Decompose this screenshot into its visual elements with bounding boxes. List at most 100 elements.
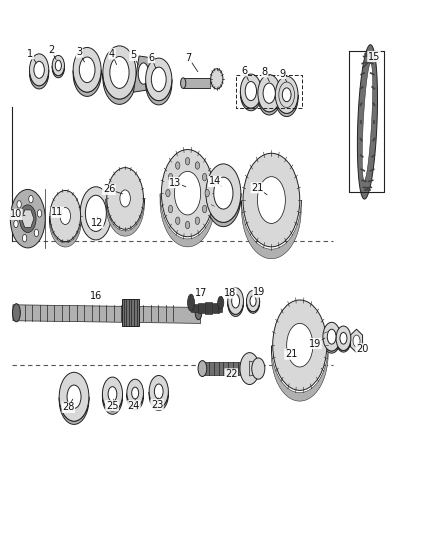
Polygon shape bbox=[146, 79, 172, 105]
Polygon shape bbox=[242, 200, 301, 259]
Polygon shape bbox=[272, 345, 328, 401]
Polygon shape bbox=[350, 329, 363, 353]
Text: 26: 26 bbox=[103, 184, 115, 195]
Ellipse shape bbox=[80, 187, 112, 240]
Polygon shape bbox=[250, 361, 258, 376]
Text: 4: 4 bbox=[109, 49, 115, 59]
Ellipse shape bbox=[149, 375, 168, 407]
Ellipse shape bbox=[166, 189, 170, 197]
Text: 20: 20 bbox=[356, 344, 368, 354]
Ellipse shape bbox=[14, 220, 18, 228]
Ellipse shape bbox=[185, 158, 190, 165]
Polygon shape bbox=[160, 193, 215, 247]
Ellipse shape bbox=[138, 63, 149, 84]
Ellipse shape bbox=[252, 358, 265, 379]
Polygon shape bbox=[149, 391, 168, 410]
Text: 7: 7 bbox=[185, 53, 191, 62]
Ellipse shape bbox=[180, 78, 186, 88]
Text: 11: 11 bbox=[51, 207, 64, 217]
Text: 1: 1 bbox=[27, 49, 33, 59]
Text: 19: 19 bbox=[253, 287, 265, 297]
Ellipse shape bbox=[276, 76, 298, 114]
Text: 6: 6 bbox=[241, 66, 247, 76]
Text: 10: 10 bbox=[10, 209, 22, 220]
Text: 24: 24 bbox=[127, 401, 140, 411]
Ellipse shape bbox=[132, 387, 139, 399]
Polygon shape bbox=[205, 302, 212, 314]
Text: 21: 21 bbox=[285, 349, 297, 359]
Ellipse shape bbox=[195, 217, 200, 224]
Ellipse shape bbox=[108, 386, 117, 401]
Text: 19: 19 bbox=[309, 338, 321, 349]
Ellipse shape bbox=[79, 57, 95, 83]
Ellipse shape bbox=[245, 82, 257, 101]
Ellipse shape bbox=[353, 335, 360, 347]
Ellipse shape bbox=[22, 235, 27, 242]
Ellipse shape bbox=[154, 384, 163, 399]
Ellipse shape bbox=[120, 190, 131, 207]
Text: 25: 25 bbox=[106, 401, 118, 411]
Ellipse shape bbox=[37, 209, 42, 217]
Ellipse shape bbox=[340, 333, 347, 344]
Polygon shape bbox=[202, 362, 250, 375]
Ellipse shape bbox=[127, 379, 144, 407]
Text: 2: 2 bbox=[48, 45, 54, 55]
Ellipse shape bbox=[287, 324, 313, 367]
Text: 21: 21 bbox=[251, 183, 264, 193]
Polygon shape bbox=[218, 304, 223, 312]
Text: 12: 12 bbox=[91, 218, 103, 228]
Polygon shape bbox=[212, 303, 219, 313]
Text: 5: 5 bbox=[130, 51, 136, 60]
Ellipse shape bbox=[151, 67, 166, 92]
Ellipse shape bbox=[19, 205, 36, 232]
Polygon shape bbox=[276, 95, 298, 117]
Ellipse shape bbox=[327, 329, 336, 344]
Polygon shape bbox=[134, 56, 154, 92]
Polygon shape bbox=[228, 301, 244, 317]
Ellipse shape bbox=[232, 294, 240, 308]
Polygon shape bbox=[247, 301, 260, 313]
Ellipse shape bbox=[52, 55, 64, 76]
Ellipse shape bbox=[195, 162, 200, 169]
Polygon shape bbox=[102, 394, 123, 414]
Polygon shape bbox=[336, 338, 351, 352]
Ellipse shape bbox=[243, 154, 300, 247]
Polygon shape bbox=[73, 70, 101, 96]
Polygon shape bbox=[49, 216, 81, 247]
Ellipse shape bbox=[187, 294, 194, 311]
Ellipse shape bbox=[176, 162, 180, 169]
Ellipse shape bbox=[85, 195, 106, 231]
Text: 17: 17 bbox=[194, 288, 207, 298]
Ellipse shape bbox=[59, 372, 89, 421]
Text: 23: 23 bbox=[151, 400, 163, 410]
Ellipse shape bbox=[283, 88, 291, 102]
Polygon shape bbox=[198, 303, 205, 313]
Text: 3: 3 bbox=[76, 47, 82, 57]
Ellipse shape bbox=[146, 58, 172, 101]
Ellipse shape bbox=[67, 385, 81, 408]
Ellipse shape bbox=[17, 200, 21, 208]
Ellipse shape bbox=[247, 290, 260, 312]
Polygon shape bbox=[357, 45, 378, 199]
Polygon shape bbox=[323, 337, 340, 353]
Polygon shape bbox=[52, 66, 64, 78]
Text: 6: 6 bbox=[148, 53, 154, 62]
Text: 16: 16 bbox=[90, 290, 102, 301]
Ellipse shape bbox=[211, 69, 223, 89]
Ellipse shape bbox=[34, 229, 39, 237]
Ellipse shape bbox=[202, 205, 207, 213]
Text: 13: 13 bbox=[169, 177, 181, 188]
Polygon shape bbox=[183, 78, 210, 88]
Text: 15: 15 bbox=[368, 52, 380, 61]
Ellipse shape bbox=[29, 196, 33, 203]
Ellipse shape bbox=[107, 167, 144, 229]
Polygon shape bbox=[103, 72, 136, 104]
Polygon shape bbox=[13, 305, 201, 324]
Polygon shape bbox=[106, 198, 145, 236]
Ellipse shape bbox=[240, 353, 259, 384]
Polygon shape bbox=[127, 393, 144, 410]
Ellipse shape bbox=[29, 54, 49, 86]
Ellipse shape bbox=[228, 288, 244, 314]
Ellipse shape bbox=[258, 176, 286, 223]
Ellipse shape bbox=[50, 190, 81, 241]
